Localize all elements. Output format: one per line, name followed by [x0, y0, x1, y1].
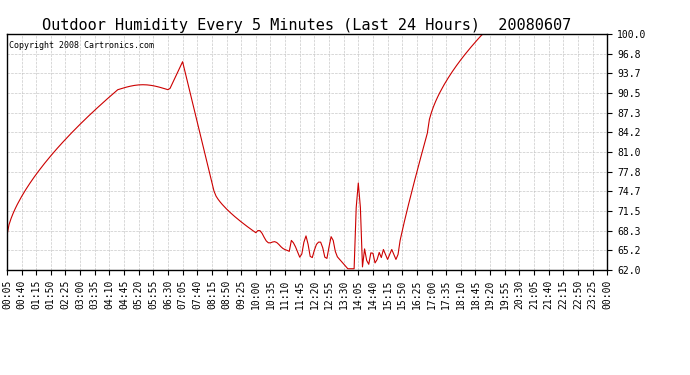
Text: Copyright 2008 Cartronics.com: Copyright 2008 Cartronics.com	[9, 41, 154, 50]
Title: Outdoor Humidity Every 5 Minutes (Last 24 Hours)  20080607: Outdoor Humidity Every 5 Minutes (Last 2…	[42, 18, 572, 33]
